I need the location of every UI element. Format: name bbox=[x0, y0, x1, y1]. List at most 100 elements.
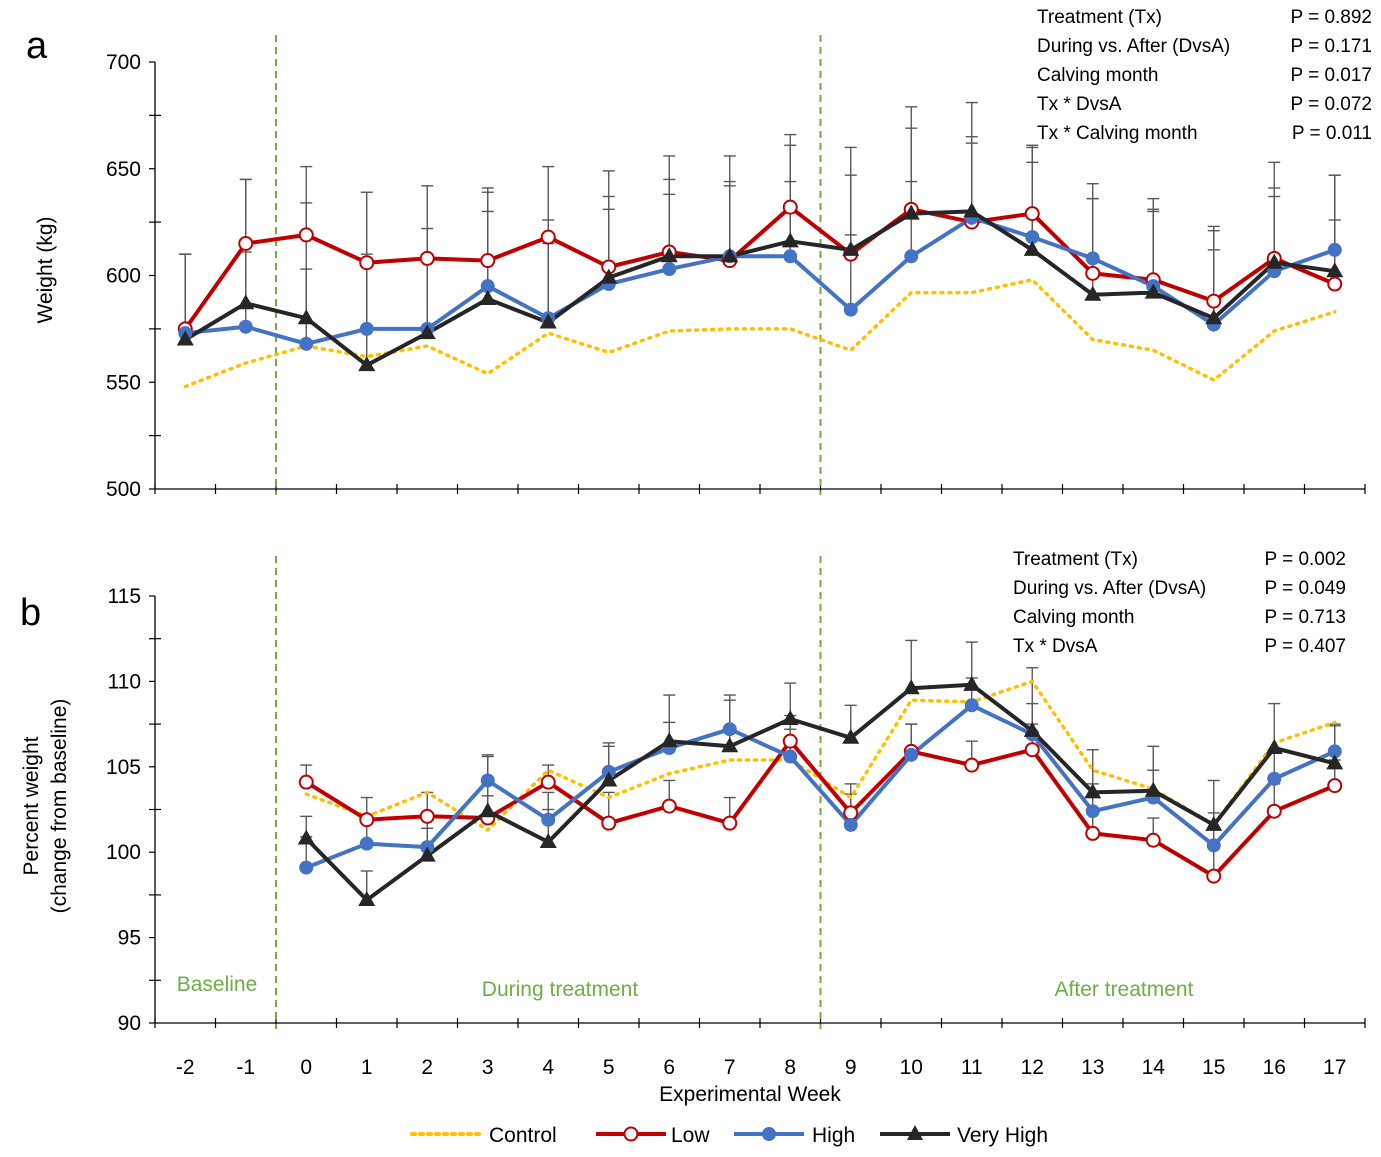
stat-term: Treatment (Tx) bbox=[1013, 549, 1138, 570]
data-point-veryhigh bbox=[902, 679, 920, 695]
legend-item-low: Low bbox=[596, 1124, 710, 1147]
x-tick-label: 6 bbox=[663, 1056, 675, 1079]
data-point-low bbox=[298, 774, 314, 790]
data-point-veryhigh bbox=[781, 709, 799, 725]
data-point-veryhigh bbox=[842, 240, 860, 256]
data-point-high bbox=[964, 698, 979, 713]
data-point-low bbox=[1145, 832, 1161, 848]
phase-label-after: After treatment bbox=[1055, 978, 1194, 1001]
data-point-high bbox=[1327, 744, 1342, 759]
data-point-veryhigh bbox=[721, 737, 739, 753]
legend-label: Very High bbox=[957, 1124, 1048, 1147]
legend-item-veryhigh: Very High bbox=[880, 1124, 1048, 1147]
stat-p-value: P = 0.017 bbox=[1290, 65, 1372, 86]
panel-b-y-tick-label: 90 bbox=[118, 1012, 141, 1035]
data-point-low bbox=[480, 253, 496, 269]
stat-term: During vs. After (DvsA) bbox=[1013, 578, 1206, 599]
data-point-veryhigh bbox=[600, 771, 618, 787]
data-point-low bbox=[1085, 825, 1101, 841]
panel-b-y-tick-label: 100 bbox=[106, 841, 141, 864]
panel-a-stats: Treatment (Tx) P = 0.892 During vs. Afte… bbox=[1037, 7, 1372, 144]
panel-a-y-tick-label: 500 bbox=[106, 478, 141, 501]
data-point-veryhigh bbox=[539, 832, 557, 848]
series-line-control bbox=[183, 278, 1337, 389]
panel-a-y-tick-label: 550 bbox=[106, 371, 141, 394]
data-point-veryhigh bbox=[1144, 283, 1162, 299]
data-point-veryhigh bbox=[1023, 240, 1041, 256]
series-line-veryhigh bbox=[304, 682, 1336, 902]
x-tick-label: 4 bbox=[542, 1056, 554, 1079]
x-tick-label: 0 bbox=[300, 1056, 312, 1079]
data-point-veryhigh bbox=[1265, 253, 1283, 269]
data-point-veryhigh bbox=[479, 289, 497, 305]
panel-b-stats: Treatment (Tx) P = 0.002 During vs. Afte… bbox=[1013, 549, 1346, 657]
data-point-veryhigh bbox=[1144, 781, 1162, 797]
data-point-veryhigh bbox=[1023, 721, 1041, 737]
stat-p-value: P = 0.713 bbox=[1264, 607, 1346, 628]
legend-marker-high bbox=[762, 1127, 776, 1141]
data-point-low bbox=[359, 812, 375, 828]
data-point-low bbox=[359, 255, 375, 271]
data-point-veryhigh bbox=[781, 232, 799, 248]
panel-b-y-axis-title: Percent weight bbox=[20, 736, 43, 875]
data-point-high bbox=[783, 249, 798, 264]
series-line-veryhigh bbox=[184, 209, 1336, 368]
data-point-high bbox=[843, 302, 858, 317]
stat-p-value: P = 0.407 bbox=[1264, 636, 1346, 657]
legend-marker-veryhigh bbox=[907, 1125, 923, 1140]
data-point-veryhigh bbox=[963, 202, 981, 218]
data-point-veryhigh bbox=[297, 829, 315, 845]
x-tick-label: -2 bbox=[176, 1056, 195, 1079]
data-point-high bbox=[1085, 251, 1100, 266]
stat-p-value: P = 0.892 bbox=[1290, 7, 1372, 28]
data-point-low bbox=[1085, 265, 1101, 281]
data-point-high bbox=[541, 812, 556, 827]
data-point-low bbox=[540, 774, 556, 790]
data-point-veryhigh bbox=[902, 204, 920, 220]
stat-term: Calving month bbox=[1037, 65, 1158, 86]
x-tick-label: 3 bbox=[482, 1056, 494, 1079]
data-point-low bbox=[238, 235, 254, 251]
data-point-low bbox=[964, 757, 980, 773]
legend-label: Control bbox=[489, 1124, 557, 1147]
x-tick-label: -1 bbox=[236, 1056, 255, 1079]
x-tick-label: 1 bbox=[361, 1056, 373, 1079]
x-tick-label: 5 bbox=[603, 1056, 615, 1079]
stat-p-value: P = 0.002 bbox=[1264, 549, 1346, 570]
data-point-veryhigh bbox=[358, 356, 376, 372]
x-tick-label: 10 bbox=[900, 1056, 923, 1079]
data-point-low bbox=[419, 250, 435, 266]
data-point-high bbox=[722, 722, 737, 737]
stat-term: Tx * DvsA bbox=[1013, 636, 1098, 657]
data-point-high bbox=[480, 773, 495, 788]
x-tick-label: 15 bbox=[1202, 1056, 1225, 1079]
data-point-veryhigh bbox=[1084, 783, 1102, 799]
x-tick-label: 11 bbox=[961, 1056, 983, 1079]
series-line-high bbox=[185, 215, 1336, 346]
data-point-low bbox=[1206, 293, 1222, 309]
data-point-low bbox=[843, 805, 859, 821]
phase-label-during: During treatment bbox=[482, 978, 639, 1001]
x-tick-label: 9 bbox=[845, 1056, 857, 1079]
stat-term: During vs. After (DvsA) bbox=[1037, 36, 1230, 57]
legend-item-high: High bbox=[734, 1124, 855, 1147]
data-point-high bbox=[783, 749, 798, 764]
x-tick-label: 8 bbox=[784, 1056, 796, 1079]
stat-term: Tx * Calving month bbox=[1037, 123, 1198, 144]
panel-a-y-tick-label: 700 bbox=[106, 51, 141, 74]
data-point-high bbox=[662, 262, 677, 277]
data-point-veryhigh bbox=[1205, 309, 1223, 325]
legend-label: High bbox=[812, 1124, 855, 1147]
series-line-low bbox=[183, 205, 1336, 331]
data-point-veryhigh bbox=[660, 732, 678, 748]
stat-p-value: P = 0.049 bbox=[1264, 578, 1346, 599]
data-point-low bbox=[1327, 778, 1343, 794]
data-point-high bbox=[904, 747, 919, 762]
phase-label-baseline: Baseline bbox=[177, 973, 258, 996]
x-tick-label: 13 bbox=[1081, 1056, 1104, 1079]
x-axis-title: Experimental Week bbox=[659, 1083, 841, 1106]
data-point-veryhigh bbox=[1326, 754, 1344, 770]
stat-term: Calving month bbox=[1013, 607, 1134, 628]
data-point-low bbox=[1024, 206, 1040, 222]
